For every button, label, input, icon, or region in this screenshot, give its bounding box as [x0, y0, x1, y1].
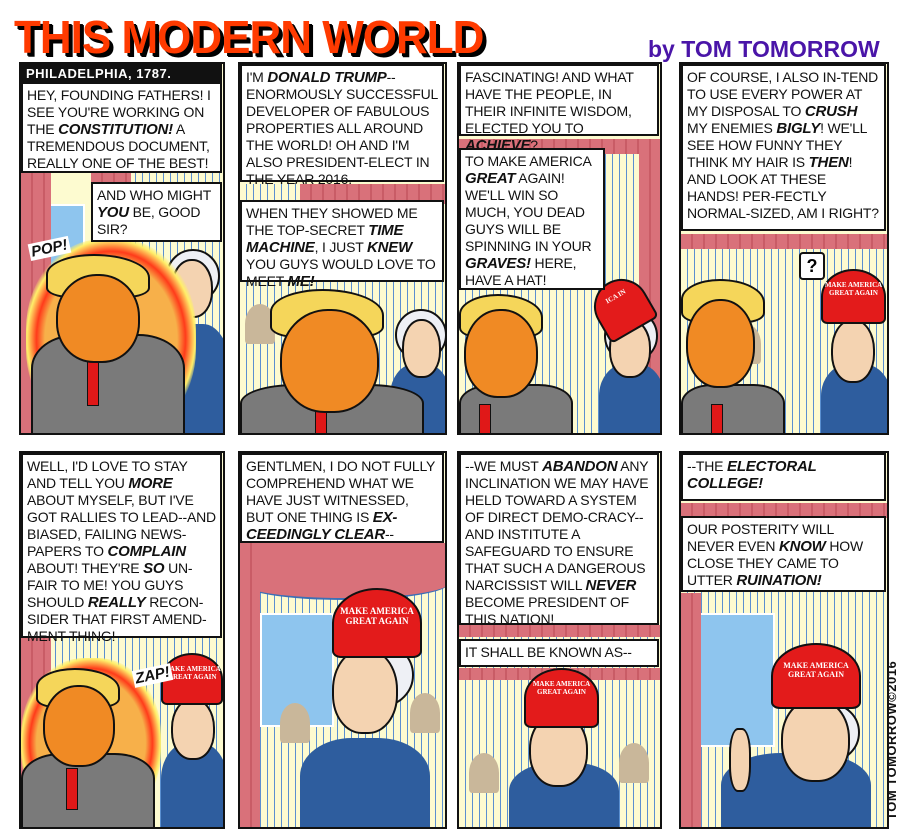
caption-text: ABOUT MYSELF, BUT I'VE GOT RALLIES TO LE… — [27, 492, 216, 559]
caption-text: TO MAKE AMERICA — [465, 153, 591, 169]
caption-text: RECON-SIDER THAT FIRST AMEND-MENT THING! — [27, 594, 207, 644]
speech-balloon: OF COURSE, I ALSO IN-TEND TO USE EVERY P… — [681, 64, 886, 231]
scene-background: MAKE AMERICA GREAT AGAIN ? — [681, 64, 887, 433]
caption-text: HOW CLOSE THEY CAME TO UTTER — [687, 538, 863, 588]
artist-signature: TOM TOMORROW©2016 — [884, 660, 899, 820]
maga-hat: MAKE AMERICA GREAT AGAIN — [332, 588, 422, 658]
emphasized-text: GREAT — [465, 170, 516, 187]
maga-hat: MAKE AMERICA GREAT AGAIN — [821, 269, 886, 324]
emphasized-text: CRUSH — [804, 103, 858, 120]
caption-text: --WE MUST — [465, 458, 543, 474]
speech-balloon: --THE ELECTORAL COLLEGE! — [681, 453, 886, 501]
speech-balloon: WHEN THEY SHOWED ME THE TOP-SECRET TIME … — [240, 200, 444, 290]
caption-text: WHEN THEY SHOWED ME THE TOP-SECRET — [246, 205, 418, 238]
panel-5: MAKE AMERICA GREAT AGAIN WELL, I'D LOVE … — [19, 451, 225, 829]
emphasized-text: EX-CEEDINGLY CLEAR — [246, 509, 398, 543]
caption-text: A TREMENDOUS DOCUMENT, REALLY ONE OF THE… — [27, 121, 210, 171]
caption-text: IT SHALL BE KNOWN AS-- — [465, 644, 632, 660]
caption-text: ! AND LOOK AT THESE HANDS! PER-FECTLY NO… — [687, 154, 879, 221]
byline: by TOM TOMORROW — [648, 36, 880, 62]
caption-text: HEY, FOUNDING FATHERS! I SEE YOU'RE WORK… — [27, 87, 211, 137]
emphasized-text: KNEW — [367, 239, 413, 256]
panel-8: MAKE AMERICA GREAT AGAIN --THE ELECTORAL… — [679, 451, 889, 829]
emphasized-text: COMPLAIN — [107, 543, 186, 560]
caption-text: ! WE'LL SEE HOW FUNNY THEY THINK MY HAIR… — [687, 120, 867, 170]
caption-text: --THE — [687, 458, 728, 474]
emphasized-text: CONSTITUTION! — [58, 121, 173, 138]
panel-3: ICA IN FASCINATING! AND WHAT HAVE THE PE… — [457, 62, 662, 435]
caption-text: -- — [384, 526, 394, 542]
maga-hat: MAKE AMERICA GREAT AGAIN — [771, 643, 861, 709]
caption-text: ANY INCLINATION WE MAY HAVE HELD TOWARD … — [465, 458, 649, 593]
emphasized-text: THEN — [808, 154, 849, 171]
panel-6: MAKE AMERICA GREAT AGAIN GENTLMEN, I DO … — [238, 451, 447, 829]
caption-text: FASCINATING! AND WHAT HAVE THE PEOPLE, I… — [465, 69, 634, 136]
emphasized-text: DONALD TRUMP — [267, 69, 387, 86]
scene-background: MAKE AMERICA GREAT AGAIN — [21, 453, 223, 827]
caption-text: MY ENEMIES — [687, 120, 777, 136]
emphasized-text: BIGLY — [776, 120, 821, 137]
caption-text: BE, GOOD SIR? — [97, 204, 201, 237]
comic-title-logo: THIS MODERN WORLD — [14, 12, 484, 64]
caption-box: I'M DONALD TRUMP--ENORMOUSLY SUCCESSFUL … — [240, 64, 444, 187]
emphasized-text: KNOW — [778, 538, 826, 555]
speech-balloon: FASCINATING! AND WHAT HAVE THE PEOPLE, I… — [459, 64, 659, 154]
caption-text: UN-FAIR TO ME! YOU GUYS SHOULD — [27, 560, 193, 610]
emphasized-text: ELECTORAL COLLEGE! — [687, 458, 817, 492]
thought-question-mark: ? — [799, 252, 825, 280]
speech-balloon: AND WHO MIGHT YOU BE, GOOD SIR? — [91, 182, 222, 242]
emphasized-text: NEVER — [585, 577, 637, 594]
emphasized-text: TIME MACHINE — [246, 222, 404, 256]
scene-background — [21, 64, 223, 433]
speech-balloon: --WE MUST ABANDON ANY INCLINATION WE MAY… — [459, 453, 659, 627]
caption-text: ? — [530, 137, 538, 153]
caption-text: GENTLMEN, I DO NOT FULLY COMPREHEND WHAT… — [246, 458, 435, 525]
maga-hat: MAKE AMERICA GREAT AGAIN — [524, 668, 599, 728]
speech-balloon: GENTLMEN, I DO NOT FULLY COMPREHEND WHAT… — [240, 453, 444, 543]
caption-text: ABOUT! THEY'RE — [27, 560, 144, 576]
speech-balloon: TO MAKE AMERICA GREAT AGAIN! WE'LL WIN S… — [459, 148, 605, 290]
caption-text: --ENORMOUSLY SUCCESSFUL DEVELOPER OF FAB… — [246, 69, 438, 187]
panel-7: MAKE AMERICA GREAT AGAIN --WE MUST ABAND… — [457, 451, 662, 829]
caption-text: YOU GUYS WOULD LOVE TO MEET — [246, 256, 436, 289]
raised-finger — [729, 728, 751, 792]
emphasized-text: GRAVES! — [465, 255, 531, 272]
panel-1: PHILADELPHIA, 1787. HEY, FOUNDING FATHER… — [19, 62, 225, 435]
caption-text: AGAIN! WE'LL WIN SO MUCH, YOU DEAD GUYS … — [465, 170, 592, 254]
emphasized-text: SO — [143, 560, 165, 577]
speech-balloon: OUR POSTERITY WILL NEVER EVEN KNOW HOW C… — [681, 516, 886, 592]
emphasized-text: ABANDON — [542, 458, 618, 475]
caption-text: OUR POSTERITY WILL NEVER EVEN — [687, 521, 834, 554]
emphasized-text: REALLY — [87, 594, 146, 611]
scene-background: MAKE AMERICA GREAT AGAIN — [240, 453, 445, 827]
caption-box: HEY, FOUNDING FATHERS! I SEE YOU'RE WORK… — [21, 84, 222, 173]
scene-background: MAKE AMERICA GREAT AGAIN — [681, 453, 887, 827]
emphasized-text: YOU — [97, 204, 129, 221]
speech-balloon: WELL, I'D LOVE TO STAY AND TELL YOU MORE… — [21, 453, 222, 644]
speech-balloon: IT SHALL BE KNOWN AS-- — [459, 639, 659, 667]
emphasized-text: MORE — [128, 475, 173, 492]
location-caption: PHILADELPHIA, 1787. — [21, 64, 222, 84]
caption-text: AND WHO MIGHT — [97, 187, 211, 203]
caption-text: OF COURSE, I ALSO IN-TEND TO USE EVERY P… — [687, 69, 879, 119]
emphasized-text: ME! — [287, 273, 315, 290]
panel-2: I'M DONALD TRUMP--ENORMOUSLY SUCCESSFUL … — [238, 62, 447, 435]
caption-text: , I JUST — [314, 239, 368, 255]
emphasized-text: RUINATION! — [736, 572, 822, 589]
caption-text: WELL, I'D LOVE TO STAY AND TELL YOU — [27, 458, 188, 491]
caption-text: HERE, HAVE A HAT! — [465, 255, 577, 288]
caption-text: BECOME PRESIDENT OF THIS NATION! — [465, 594, 629, 627]
caption-text: I'M — [246, 69, 268, 85]
panel-4: MAKE AMERICA GREAT AGAIN ? OF COURSE, I … — [679, 62, 889, 435]
